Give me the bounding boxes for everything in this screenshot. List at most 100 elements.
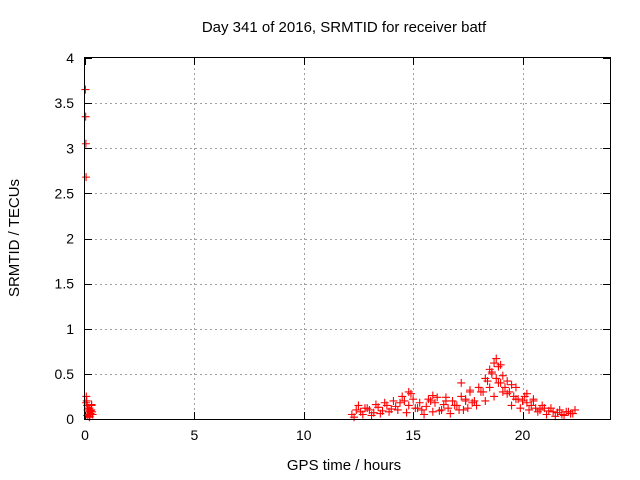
data-point — [424, 395, 433, 404]
data-point — [367, 411, 376, 420]
data-point — [503, 389, 512, 398]
chart-title: Day 341 of 2016, SRMTID for receiver bat… — [202, 19, 487, 36]
data-point — [417, 405, 426, 414]
data-point — [507, 380, 516, 389]
data-point — [472, 401, 481, 410]
data-point — [363, 404, 372, 413]
data-point — [487, 368, 496, 377]
data-point — [81, 112, 90, 121]
data-point — [461, 396, 470, 405]
data-point — [485, 383, 494, 392]
data-point — [476, 387, 485, 396]
data-point — [564, 407, 573, 416]
data-point — [444, 404, 453, 413]
data-point — [81, 139, 90, 148]
data-point — [446, 409, 455, 418]
y-tick-labels: 0 0.5 1 1.5 2 2.5 3 3.5 4 — [55, 50, 75, 427]
data-point — [538, 401, 547, 410]
data-points — [81, 85, 579, 422]
data-point — [546, 404, 555, 413]
data-point — [450, 401, 459, 410]
data-point — [81, 85, 90, 94]
y-axis-label: SRMTID / TECUs — [6, 179, 23, 297]
data-point — [492, 354, 501, 363]
x-tick-label: 15 — [405, 427, 421, 443]
data-point — [82, 173, 91, 182]
data-point — [431, 398, 439, 407]
x-axis-label: GPS time / hours — [287, 457, 401, 474]
data-point — [568, 409, 577, 418]
data-point — [542, 410, 551, 419]
data-point — [518, 396, 527, 405]
data-point — [466, 386, 474, 395]
data-point — [415, 398, 424, 407]
y-tick-label: 2.5 — [55, 185, 75, 201]
data-point — [522, 398, 531, 407]
data-point — [371, 400, 380, 409]
data-point — [404, 401, 413, 410]
data-point — [496, 360, 505, 369]
data-point — [409, 395, 418, 404]
data-point — [533, 407, 542, 416]
data-point — [358, 410, 367, 419]
data-point — [525, 405, 534, 414]
data-point — [503, 377, 512, 386]
axis-ticks — [85, 58, 610, 420]
y-tick-label: 0 — [66, 411, 74, 427]
data-point — [501, 383, 509, 392]
data-point — [511, 383, 520, 392]
data-point — [511, 395, 520, 404]
plot-frame — [84, 57, 611, 420]
data-point — [385, 407, 394, 416]
data-point — [463, 404, 472, 413]
grid — [85, 58, 610, 419]
data-point — [492, 374, 501, 383]
data-point — [380, 398, 389, 407]
data-point — [428, 407, 437, 416]
y-tick-label: 0.5 — [55, 366, 75, 382]
data-point — [420, 410, 429, 419]
data-point — [398, 392, 407, 401]
x-tick-label: 20 — [515, 427, 531, 443]
data-point — [354, 401, 363, 410]
data-point — [457, 392, 466, 401]
data-point — [516, 404, 525, 413]
data-point — [87, 400, 96, 409]
data-point — [86, 406, 95, 415]
data-point — [560, 411, 569, 420]
y-tick-label: 4 — [66, 50, 74, 66]
data-point — [555, 405, 564, 414]
data-point — [474, 383, 483, 392]
data-point — [498, 387, 507, 396]
data-point — [457, 378, 466, 387]
data-point — [441, 393, 450, 402]
data-point — [527, 401, 536, 410]
data-point — [400, 396, 409, 405]
data-point — [498, 371, 507, 380]
data-point — [551, 412, 560, 421]
data-point — [404, 387, 413, 396]
x-tick-label: 10 — [296, 427, 312, 443]
data-point — [522, 389, 531, 398]
data-point — [411, 404, 420, 413]
x-tick-label: 0 — [81, 427, 89, 443]
data-point — [494, 378, 503, 387]
data-point — [389, 396, 398, 405]
y-tick-label: 3 — [66, 140, 74, 156]
data-point — [459, 405, 468, 414]
y-tick-label: 2 — [66, 231, 74, 247]
data-point — [490, 359, 499, 368]
data-point — [82, 398, 91, 407]
data-point — [422, 402, 431, 411]
y-tick-label: 3.5 — [55, 95, 75, 111]
data-point — [529, 395, 538, 404]
data-point — [490, 392, 499, 401]
data-point — [393, 405, 402, 414]
data-point — [352, 405, 361, 414]
data-point — [402, 408, 411, 417]
data-point — [481, 374, 490, 383]
y-tick-label: 1.5 — [55, 276, 75, 292]
data-point — [396, 398, 404, 407]
x-tick-labels: 0 5 10 15 20 — [81, 427, 530, 443]
